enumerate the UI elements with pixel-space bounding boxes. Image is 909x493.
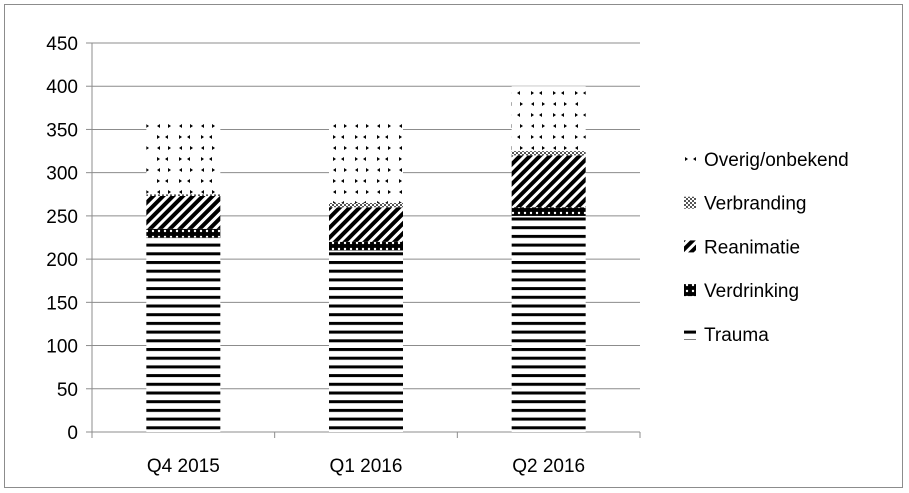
- legend-label: Verbranding: [704, 194, 806, 215]
- legend-swatch: [684, 153, 696, 165]
- bar-segment-verdrinking-0: [146, 228, 221, 238]
- legend-label: Overig/onbekend: [704, 150, 849, 171]
- bar-segment-verdrinking-2: [511, 207, 586, 216]
- bars: [146, 86, 586, 432]
- legend-item-verdrinking: Verdrinking: [684, 281, 799, 302]
- legend-swatch: [684, 327, 696, 340]
- bar-segment-overig-onbekend-0: [146, 120, 221, 195]
- y-tick-label: 0: [67, 423, 78, 444]
- tick-labels: 0 50 100 150 200 250 300 350 400 450 Q4 2015 Q1 201…: [46, 34, 585, 477]
- legend-item-reanimatie: Reanimatie: [684, 237, 800, 258]
- legend-label: Trauma: [704, 325, 769, 346]
- y-tick-label: 450: [46, 34, 78, 55]
- legend-label: Reanimatie: [704, 237, 800, 258]
- y-tick-label: 400: [46, 77, 78, 98]
- y-tick-label: 150: [46, 293, 78, 314]
- bar-segment-verbranding-1: [329, 202, 403, 208]
- legend-swatch: [684, 240, 696, 253]
- x-tick-label: Q1 2016: [330, 456, 403, 477]
- legend-item-trauma: Trauma: [684, 325, 769, 346]
- x-tick-label: Q4 2015: [147, 456, 220, 477]
- bar-segment-overig-onbekend-2: [511, 86, 586, 152]
- bar-segment-reanimatie-1: [329, 207, 403, 242]
- legend-item-verbranding: Verbranding: [684, 194, 806, 215]
- y-tick-label: 250: [46, 207, 78, 228]
- bar-segment-reanimatie-0: [146, 196, 221, 229]
- bar-segment-trauma-2: [511, 215, 586, 432]
- y-tick-label: 300: [46, 164, 78, 185]
- legend: Overig/onbekend Verbranding Reanimatie Verd…: [684, 150, 849, 346]
- y-tick-label: 100: [46, 337, 78, 358]
- legend-swatch: [684, 196, 696, 209]
- bar-segment-overig-onbekend-1: [329, 120, 403, 203]
- bar-segment-reanimatie-2: [511, 155, 586, 208]
- legend-swatch: [684, 284, 696, 297]
- y-tick-label: 200: [46, 250, 78, 271]
- x-tick-label: Q2 2016: [512, 456, 585, 477]
- bar-segment-trauma-1: [329, 250, 403, 432]
- legend-item-overig-onbekend: Overig/onbekend: [684, 150, 849, 171]
- bar-segment-verdrinking-1: [329, 241, 403, 251]
- bar-segment-trauma-0: [146, 237, 221, 432]
- bar-segment-verbranding-2: [511, 151, 586, 156]
- y-tick-label: 50: [57, 380, 78, 401]
- y-tick-label: 350: [46, 120, 78, 141]
- bar-segment-verbranding-0: [146, 194, 221, 197]
- legend-label: Verdrinking: [704, 281, 799, 302]
